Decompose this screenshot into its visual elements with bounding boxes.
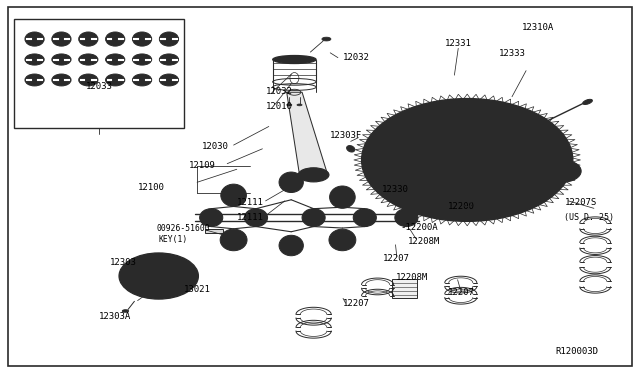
Text: (US D. 25): (US D. 25) — [564, 213, 614, 222]
Ellipse shape — [52, 74, 71, 86]
Bar — [14, 19, 184, 128]
Text: 12032: 12032 — [342, 53, 369, 62]
Ellipse shape — [273, 55, 316, 64]
Ellipse shape — [132, 74, 152, 86]
Ellipse shape — [297, 104, 302, 106]
Text: 12207: 12207 — [448, 288, 475, 296]
Circle shape — [129, 259, 188, 293]
Ellipse shape — [347, 145, 355, 152]
Ellipse shape — [159, 74, 179, 86]
Text: 12208M: 12208M — [408, 237, 440, 246]
Polygon shape — [287, 92, 328, 175]
Ellipse shape — [221, 184, 246, 206]
Text: 12303F: 12303F — [330, 131, 362, 140]
Ellipse shape — [582, 99, 593, 105]
Text: 12100: 12100 — [138, 183, 164, 192]
Ellipse shape — [330, 186, 355, 208]
Ellipse shape — [159, 32, 179, 46]
Circle shape — [543, 160, 581, 182]
Text: 12303A: 12303A — [99, 312, 131, 321]
Ellipse shape — [106, 54, 125, 65]
Text: 12208M: 12208M — [396, 273, 428, 282]
Text: 12303: 12303 — [110, 258, 137, 267]
Text: 12111: 12111 — [237, 213, 264, 222]
Ellipse shape — [132, 32, 152, 46]
Text: 12330: 12330 — [381, 185, 408, 194]
Text: 12032: 12032 — [266, 87, 292, 96]
Ellipse shape — [52, 54, 71, 65]
Bar — [205, 229, 223, 232]
Ellipse shape — [298, 168, 329, 182]
Text: 12010: 12010 — [266, 102, 292, 110]
Text: 12030: 12030 — [202, 142, 228, 151]
Ellipse shape — [106, 74, 125, 86]
Text: 00926-51600: 00926-51600 — [157, 224, 211, 233]
Ellipse shape — [79, 32, 98, 46]
Ellipse shape — [302, 209, 325, 227]
Text: 12109: 12109 — [189, 161, 216, 170]
Ellipse shape — [159, 54, 179, 65]
Bar — [392, 279, 417, 298]
Ellipse shape — [79, 74, 98, 86]
Text: 12207: 12207 — [383, 254, 410, 263]
Circle shape — [362, 99, 573, 221]
Circle shape — [152, 272, 165, 280]
Text: 12310A: 12310A — [522, 23, 554, 32]
Ellipse shape — [287, 104, 292, 106]
Ellipse shape — [279, 172, 303, 193]
Ellipse shape — [279, 235, 303, 256]
Ellipse shape — [132, 54, 152, 65]
Ellipse shape — [25, 54, 44, 65]
Circle shape — [119, 253, 198, 299]
Ellipse shape — [322, 37, 331, 41]
Circle shape — [558, 169, 566, 173]
Ellipse shape — [244, 209, 268, 227]
Text: 12111: 12111 — [237, 198, 264, 207]
Text: 12331: 12331 — [445, 39, 472, 48]
Ellipse shape — [106, 32, 125, 46]
Ellipse shape — [200, 209, 223, 227]
Ellipse shape — [329, 229, 356, 251]
Text: KEY(1): KEY(1) — [159, 235, 188, 244]
Text: 12033: 12033 — [86, 82, 113, 91]
Text: -12200A: -12200A — [400, 223, 438, 232]
Ellipse shape — [220, 229, 247, 251]
Text: 13021: 13021 — [184, 285, 211, 294]
Ellipse shape — [25, 74, 44, 86]
Ellipse shape — [79, 54, 98, 65]
Text: 12333: 12333 — [499, 49, 526, 58]
Text: 12200: 12200 — [448, 202, 475, 211]
Ellipse shape — [25, 32, 44, 46]
Ellipse shape — [353, 209, 376, 227]
Text: 12207: 12207 — [342, 299, 369, 308]
Text: 12207S: 12207S — [564, 198, 596, 207]
Text: R120003D: R120003D — [556, 347, 598, 356]
Ellipse shape — [395, 209, 418, 227]
Ellipse shape — [122, 310, 129, 312]
Ellipse shape — [52, 32, 71, 46]
